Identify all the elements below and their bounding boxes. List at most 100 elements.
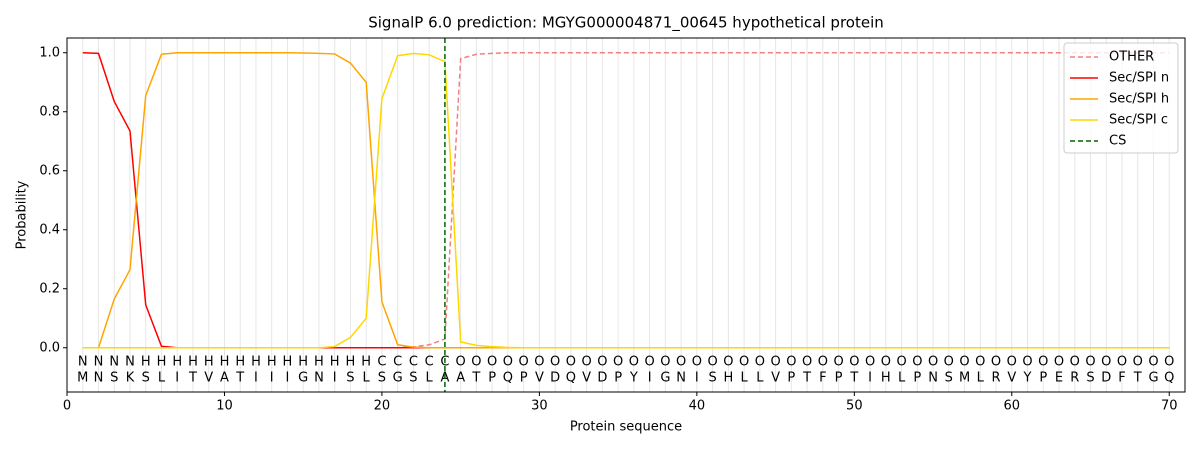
region-label: H (157, 354, 167, 369)
x-tick-label: 70 (1161, 399, 1178, 414)
residue: L (756, 370, 764, 385)
region-label: O (770, 354, 780, 369)
residue: N (928, 370, 938, 385)
residue: T (1133, 370, 1142, 385)
region-label: O (865, 354, 875, 369)
region-label: N (125, 354, 135, 369)
residue: G (393, 370, 403, 385)
region-label: O (566, 354, 576, 369)
residue: P (614, 370, 622, 385)
region-label: O (818, 354, 828, 369)
region-label: O (597, 354, 607, 369)
x-tick-label: 10 (216, 399, 233, 414)
residue: G (660, 370, 670, 385)
x-axis-label: Protein sequence (570, 420, 682, 435)
residue: I (254, 370, 258, 385)
region-label: O (487, 354, 497, 369)
x-tick-label: 20 (374, 399, 391, 414)
region-label: H (172, 354, 182, 369)
region-label: C (377, 354, 386, 369)
residue: H (723, 370, 733, 385)
residue: S (110, 370, 118, 385)
region-label: O (676, 354, 686, 369)
region-label: O (881, 354, 891, 369)
region-label: O (723, 354, 733, 369)
residue: S (708, 370, 716, 385)
residue: T (188, 370, 197, 385)
region-label: C (425, 354, 434, 369)
residue: L (158, 370, 166, 385)
residue: I (868, 370, 872, 385)
region-label: O (991, 354, 1001, 369)
residue: V (771, 370, 780, 385)
legend-label: OTHER (1109, 50, 1154, 65)
region-label: O (582, 354, 592, 369)
y-tick-label: 0.6 (39, 163, 60, 178)
residue: D (1101, 370, 1111, 385)
plot-frame (66, 37, 1186, 393)
residue: Y (629, 370, 638, 385)
region-label: H (204, 354, 214, 369)
region-label: O (755, 354, 765, 369)
region-label: O (1117, 354, 1127, 369)
region-label: O (1007, 354, 1017, 369)
region-label: O (1101, 354, 1111, 369)
x-tick-label: 40 (689, 399, 706, 414)
residue: L (898, 370, 906, 385)
region-label: C (393, 354, 402, 369)
residue: P (787, 370, 795, 385)
residue: G (298, 370, 308, 385)
residue: S (409, 370, 417, 385)
residue: S (346, 370, 354, 385)
residue: S (378, 370, 386, 385)
region-label: H (298, 354, 308, 369)
residue: S (142, 370, 150, 385)
residue: H (881, 370, 891, 385)
region-label: O (896, 354, 906, 369)
residue: Q (566, 370, 576, 385)
region-label: O (1022, 354, 1032, 369)
legend-label: Sec/SPI c (1109, 113, 1168, 128)
x-tick-label: 60 (1004, 399, 1021, 414)
residue: V (1007, 370, 1016, 385)
residue: L (363, 370, 371, 385)
residue: F (1118, 370, 1125, 385)
region-label: H (251, 354, 261, 369)
residue: A (220, 370, 229, 385)
region-label: H (220, 354, 230, 369)
residue: P (835, 370, 843, 385)
region-label: O (471, 354, 481, 369)
series-line (82, 52, 1170, 349)
series-line (82, 52, 1170, 349)
y-tick-label: 0.8 (39, 104, 60, 119)
residue: P (1039, 370, 1047, 385)
region-label: O (660, 354, 670, 369)
residue: L (426, 370, 434, 385)
x-tick-label: 0 (63, 399, 71, 414)
residue: I (695, 370, 699, 385)
legend-label: CS (1109, 134, 1126, 149)
residue: D (550, 370, 560, 385)
residue: F (819, 370, 826, 385)
region-label: H (346, 354, 356, 369)
legend-label: Sec/SPI h (1109, 92, 1169, 107)
region-label: O (944, 354, 954, 369)
region-label: O (1164, 354, 1174, 369)
region-label: N (94, 354, 104, 369)
y-tick-label: 0.4 (39, 222, 60, 237)
residue: E (1055, 370, 1063, 385)
region-label: N (78, 354, 88, 369)
residue: S (945, 370, 953, 385)
series-line (82, 52, 1170, 349)
residue: L (740, 370, 748, 385)
region-label: O (550, 354, 560, 369)
region-label: O (1070, 354, 1080, 369)
residue: R (1070, 370, 1079, 385)
region-label: O (503, 354, 513, 369)
region-label: O (707, 354, 717, 369)
region-label: H (314, 354, 324, 369)
region-label: O (802, 354, 812, 369)
region-label: H (283, 354, 293, 369)
residue: K (126, 370, 135, 385)
residue: M (959, 370, 970, 385)
